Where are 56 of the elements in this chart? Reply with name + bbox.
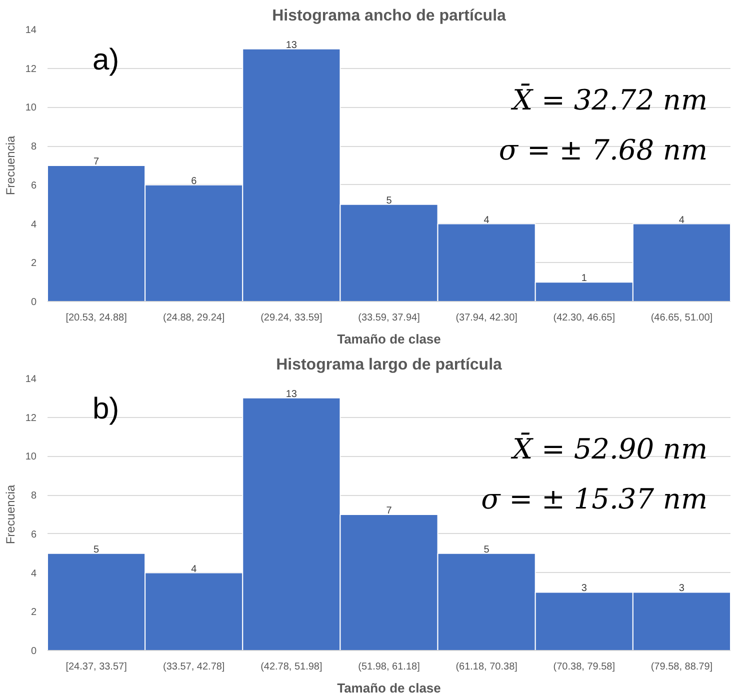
x-axis-title: Tamaño de clase (337, 332, 441, 346)
x-tick-label: (29.24, 33.59] (260, 312, 323, 324)
y-tick-label: 0 (30, 646, 37, 657)
x-tick-label: (61.18, 70.38] (456, 662, 518, 672)
chart-title: Histograma ancho de partícula (272, 8, 506, 24)
y-tick-label: 4 (30, 568, 37, 580)
x-tick-label: (24.88, 29.24] (163, 312, 225, 324)
data-label: 7 (386, 506, 392, 516)
annotation: X̄ = 52.90 nm (510, 432, 708, 466)
data-label: 13 (286, 40, 298, 51)
y-tick-label: 14 (25, 374, 37, 385)
y-tick-label: 6 (30, 180, 37, 192)
x-axis-title: Tamaño de clase (337, 680, 441, 696)
x-tick-label: (70.38, 79.58] (553, 662, 616, 672)
x-tick-label: (37.94, 42.30] (456, 312, 518, 324)
data-label: 13 (286, 388, 298, 400)
data-label: 5 (484, 544, 490, 556)
x-tick-label: (42.30, 46.65] (553, 312, 616, 324)
annotation: σ = ± 7.68 nm (498, 134, 708, 166)
data-label: 4 (484, 214, 490, 226)
y-tick-label: 12 (25, 64, 37, 75)
chart-title: Histograma largo de partícula (276, 356, 502, 374)
y-tick-label: 4 (30, 219, 37, 230)
x-tick-label: [20.53, 24.88] (66, 312, 128, 324)
x-tick-label: [24.37, 33.57] (66, 662, 128, 672)
data-label: 5 (94, 544, 100, 556)
data-label: 6 (191, 176, 198, 187)
annotation: a) (92, 44, 120, 76)
y-tick-label: 10 (25, 452, 37, 463)
x-tick-label: (33.59, 37.94] (358, 312, 420, 324)
annotation: X̄ = 32.72 nm (510, 83, 708, 116)
data-label: 7 (94, 156, 100, 168)
y-tick-label: 8 (30, 142, 37, 153)
y-axis-title: Frecuencia (3, 135, 18, 196)
x-tick-label: (42.78, 51.98] (260, 662, 323, 672)
y-tick-label: 12 (25, 412, 37, 424)
x-tick-label: (33.57, 42.78] (163, 662, 225, 672)
y-tick-label: 14 (25, 25, 37, 36)
y-tick-label: 10 (25, 102, 37, 114)
x-tick-label: (46.65, 51.00] (650, 312, 713, 324)
data-label: 4 (678, 214, 685, 226)
data-label: 3 (678, 583, 685, 594)
annotation: σ = ± 15.37 nm (481, 482, 708, 516)
y-tick-label: 8 (30, 490, 37, 502)
y-tick-label: 6 (30, 529, 37, 540)
data-label: 3 (581, 583, 588, 594)
y-tick-label: 2 (30, 258, 37, 270)
y-tick-label: 2 (30, 607, 37, 618)
y-tick-label: 0 (30, 297, 37, 308)
data-label: 4 (191, 564, 198, 575)
y-axis-title: Frecuencia (3, 484, 18, 544)
x-tick-label: (79.58, 88.79] (650, 662, 713, 672)
annotation: b) (92, 392, 120, 426)
x-tick-label: (51.98, 61.18] (358, 662, 420, 672)
data-label: 1 (581, 273, 588, 284)
data-label: 5 (386, 195, 392, 206)
